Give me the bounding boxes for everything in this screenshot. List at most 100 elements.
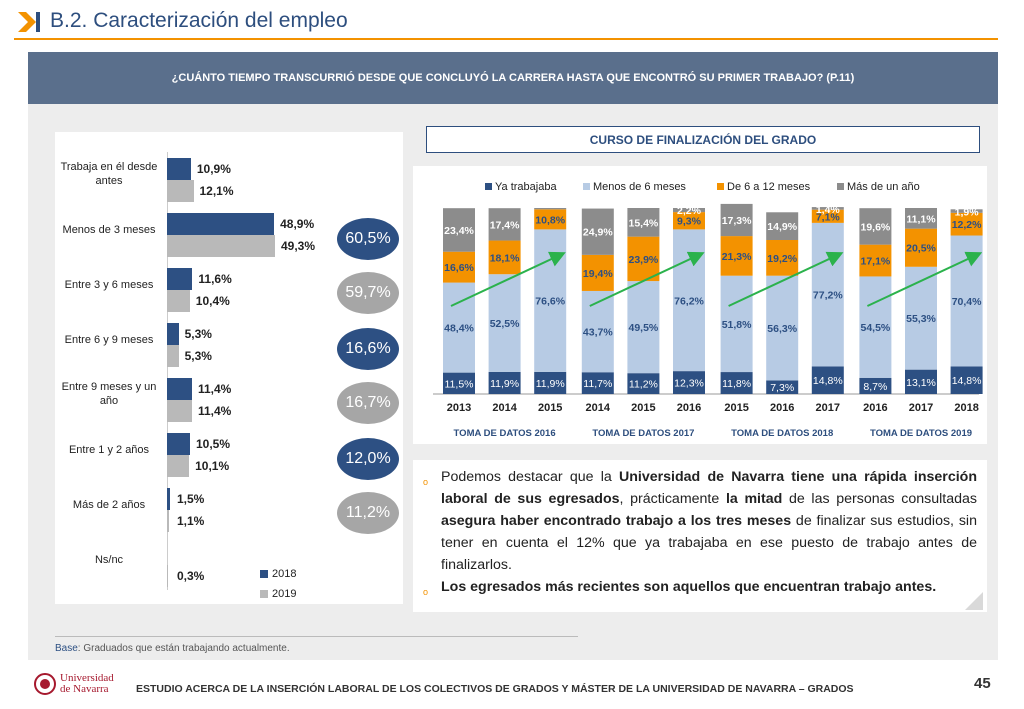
stacked-segment — [720, 275, 753, 373]
base-label: Base — [55, 643, 78, 654]
stacked-segment — [673, 212, 705, 230]
study-title: ESTUDIO ACERCA DE LA INSERCIÓN LABORAL D… — [136, 683, 854, 695]
bar-2019 — [167, 565, 168, 587]
stacked-segment — [488, 240, 521, 275]
value-label: 1,5% — [177, 492, 205, 506]
stacked-segment — [766, 380, 799, 394]
stacked-segment — [811, 207, 844, 210]
stacked-segment — [581, 290, 614, 373]
segment-value-label: 19,4% — [583, 268, 613, 280]
title-bar: B.2. Caracterización del empleo — [0, 0, 1024, 42]
text-run: , prácticamente — [619, 491, 726, 507]
question-banner: ¿CUÁNTO TIEMPO TRANSCURRIÓ DESDE QUE CON… — [28, 52, 998, 104]
segment-value-label: 19,6% — [861, 221, 891, 233]
group-label: TOMA DE DATOS 2019 — [870, 428, 972, 439]
stacked-segment — [859, 244, 892, 277]
category-label: Menos de 3 meses — [62, 224, 156, 236]
stacked-segment — [950, 209, 983, 213]
text-run-bold: asegura haber encontrado trabajo a los t… — [441, 513, 792, 529]
x-tick-label: 2015 — [631, 402, 655, 414]
legend-swatch — [485, 183, 492, 190]
stacked-segment — [627, 373, 660, 394]
stacked-segment — [766, 239, 799, 276]
x-tick-label: 2018 — [954, 402, 978, 414]
logo-line-2: de Navarra — [60, 683, 109, 695]
legend-label: 2019 — [272, 588, 297, 600]
horizontal-bar-chart: Trabaja en él desde antes 10,9% 12,1% Menos… — [55, 132, 403, 604]
segment-value-label: 17,1% — [861, 256, 891, 268]
commentary-box: o Podemos destacar que la Universidad de… — [413, 460, 987, 612]
bar-2018 — [167, 268, 193, 290]
trend-arrow — [589, 251, 705, 307]
legend-item: 2019 — [260, 588, 296, 600]
stacked-segment — [581, 208, 614, 255]
category-label: Ns/nc — [94, 554, 124, 566]
segment-value-label: 14,8% — [813, 375, 843, 387]
segment-value-label: 51,8% — [722, 319, 752, 331]
trend-arrow — [450, 251, 566, 307]
segment-value-label: 56,3% — [767, 323, 797, 335]
stacked-segment — [673, 208, 705, 213]
segment-value-label: 77,2% — [813, 290, 843, 302]
bar-2018 — [167, 323, 179, 345]
segment-value-label: 55,3% — [906, 313, 936, 325]
segment-value-label: 11,8% — [722, 378, 751, 390]
category-label: Entre 9 meses y un año — [61, 381, 157, 407]
legend-swatch — [260, 590, 268, 598]
legend-label: 2018 — [272, 568, 297, 580]
category-label: Más de 2 años — [72, 499, 146, 511]
legend-label: Menos de 6 meses — [593, 181, 686, 193]
segment-value-label: 14,8% — [952, 375, 982, 387]
stacked-segment — [905, 266, 937, 370]
bar-2019 — [167, 235, 275, 257]
x-tick-label: 2016 — [770, 402, 794, 414]
stacked-segment — [766, 212, 799, 240]
legend-swatch — [717, 183, 724, 190]
segment-value-label: 11,2% — [629, 379, 658, 391]
bullet-icon: o — [423, 477, 429, 487]
text-run: de finalizar sus estudios, sin tener en … — [441, 513, 977, 573]
group-total-bubble: 60,5% — [337, 218, 399, 260]
segment-value-label: 11,1% — [906, 213, 936, 225]
text-run-bold: Universidad de Navarra tiene una rápida … — [441, 469, 977, 507]
segment-value-label: 1,9% — [955, 206, 980, 218]
segment-value-label: 11,7% — [583, 378, 612, 390]
bar-2018 — [167, 213, 275, 235]
value-label: 10,4% — [195, 294, 230, 308]
x-tick-label: 2017 — [816, 402, 840, 414]
category-label: Entre 1 y 2 años — [68, 444, 150, 456]
value-label: 48,9% — [280, 217, 315, 231]
segment-value-label: 1,4% — [816, 204, 841, 216]
stacked-segment — [581, 372, 614, 394]
value-label: 11,4% — [197, 382, 232, 396]
bar-2019 — [167, 510, 170, 532]
segment-value-label: 10,8% — [535, 214, 565, 226]
segment-value-label: 17,3% — [722, 215, 752, 227]
stacked-segment — [488, 208, 521, 241]
stacked-segment — [581, 254, 614, 291]
segment-value-label: 2,2% — [677, 205, 702, 217]
text-run-bold: Los egresados más recientes son aquellos… — [441, 579, 937, 595]
segment-value-label: 12,3% — [674, 378, 704, 390]
segment-value-label: 70,4% — [952, 296, 982, 308]
stacked-chart-title: CURSO DE FINALIZACIÓN DEL GRADO — [426, 126, 980, 153]
stacked-segment — [950, 212, 983, 236]
group-total-bubble: 16,6% — [337, 328, 399, 370]
segment-value-label: 12,2% — [952, 219, 982, 231]
bar-2018 — [167, 158, 191, 180]
group-total-bubble: 16,7% — [337, 382, 399, 424]
logo-line-1: Universidad — [60, 672, 114, 684]
category-label: Trabaja en él desde antes — [60, 161, 158, 187]
page-number: 45 — [974, 675, 991, 692]
category-label: Entre 6 y 9 meses — [64, 334, 154, 346]
stacked-segment — [627, 236, 660, 282]
bar-2019 — [167, 400, 192, 422]
legend-label: Ya trabajaba — [495, 181, 557, 193]
stacked-segment — [811, 366, 844, 394]
stacked-segment — [720, 203, 753, 237]
legend-swatch — [583, 183, 590, 190]
segment-value-label: 24,9% — [583, 227, 613, 239]
segment-value-label: 54,5% — [861, 322, 891, 334]
page-curl-icon — [965, 592, 983, 610]
value-label: 10,9% — [196, 162, 231, 176]
